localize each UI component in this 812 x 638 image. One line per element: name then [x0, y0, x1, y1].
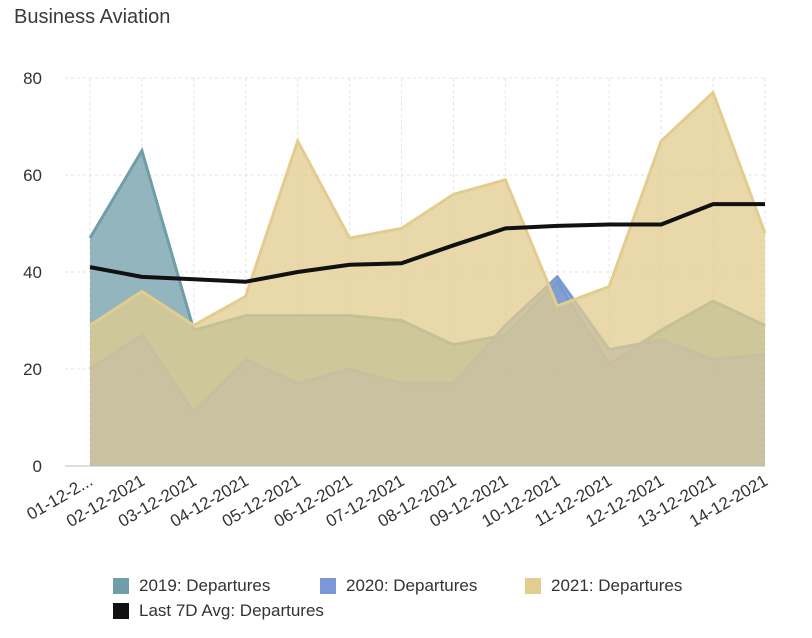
y-tick-labels: 0 20 40 60 80 [23, 69, 42, 476]
area-series-2-outline [89, 89, 767, 328]
y-tick-label: 20 [23, 360, 42, 379]
legend-label: Last 7D Avg: Departures [139, 601, 324, 620]
chart-title: Business Aviation [14, 6, 171, 28]
legend-label: 2021: Departures [551, 576, 683, 595]
legend-item-2[interactable]: 2021: Departures [525, 576, 682, 596]
legend-label: 2019: Departures [139, 576, 271, 595]
x-tick-labels: 01-12-2...02-12-202103-12-202104-12-2021… [23, 471, 771, 531]
y-tick-label: 40 [23, 263, 42, 282]
legend-swatch [113, 603, 129, 619]
legend-swatch [320, 578, 336, 594]
avg-line-series [89, 202, 765, 284]
area-series [88, 89, 767, 467]
legend-item-1[interactable]: 2020: Departures [320, 576, 477, 596]
line-series [89, 202, 765, 284]
legend-swatch [525, 578, 541, 594]
legend-item-3[interactable]: Last 7D Avg: Departures [113, 601, 324, 621]
y-tick-label: 80 [23, 69, 42, 88]
legend-label: 2020: Departures [346, 576, 478, 595]
area-series-2 [90, 92, 765, 467]
y-tick-label: 0 [33, 457, 42, 476]
legend-swatch [113, 578, 129, 594]
legend-item-0[interactable]: 2019: Departures [113, 576, 270, 596]
y-tick-label: 60 [23, 166, 42, 185]
